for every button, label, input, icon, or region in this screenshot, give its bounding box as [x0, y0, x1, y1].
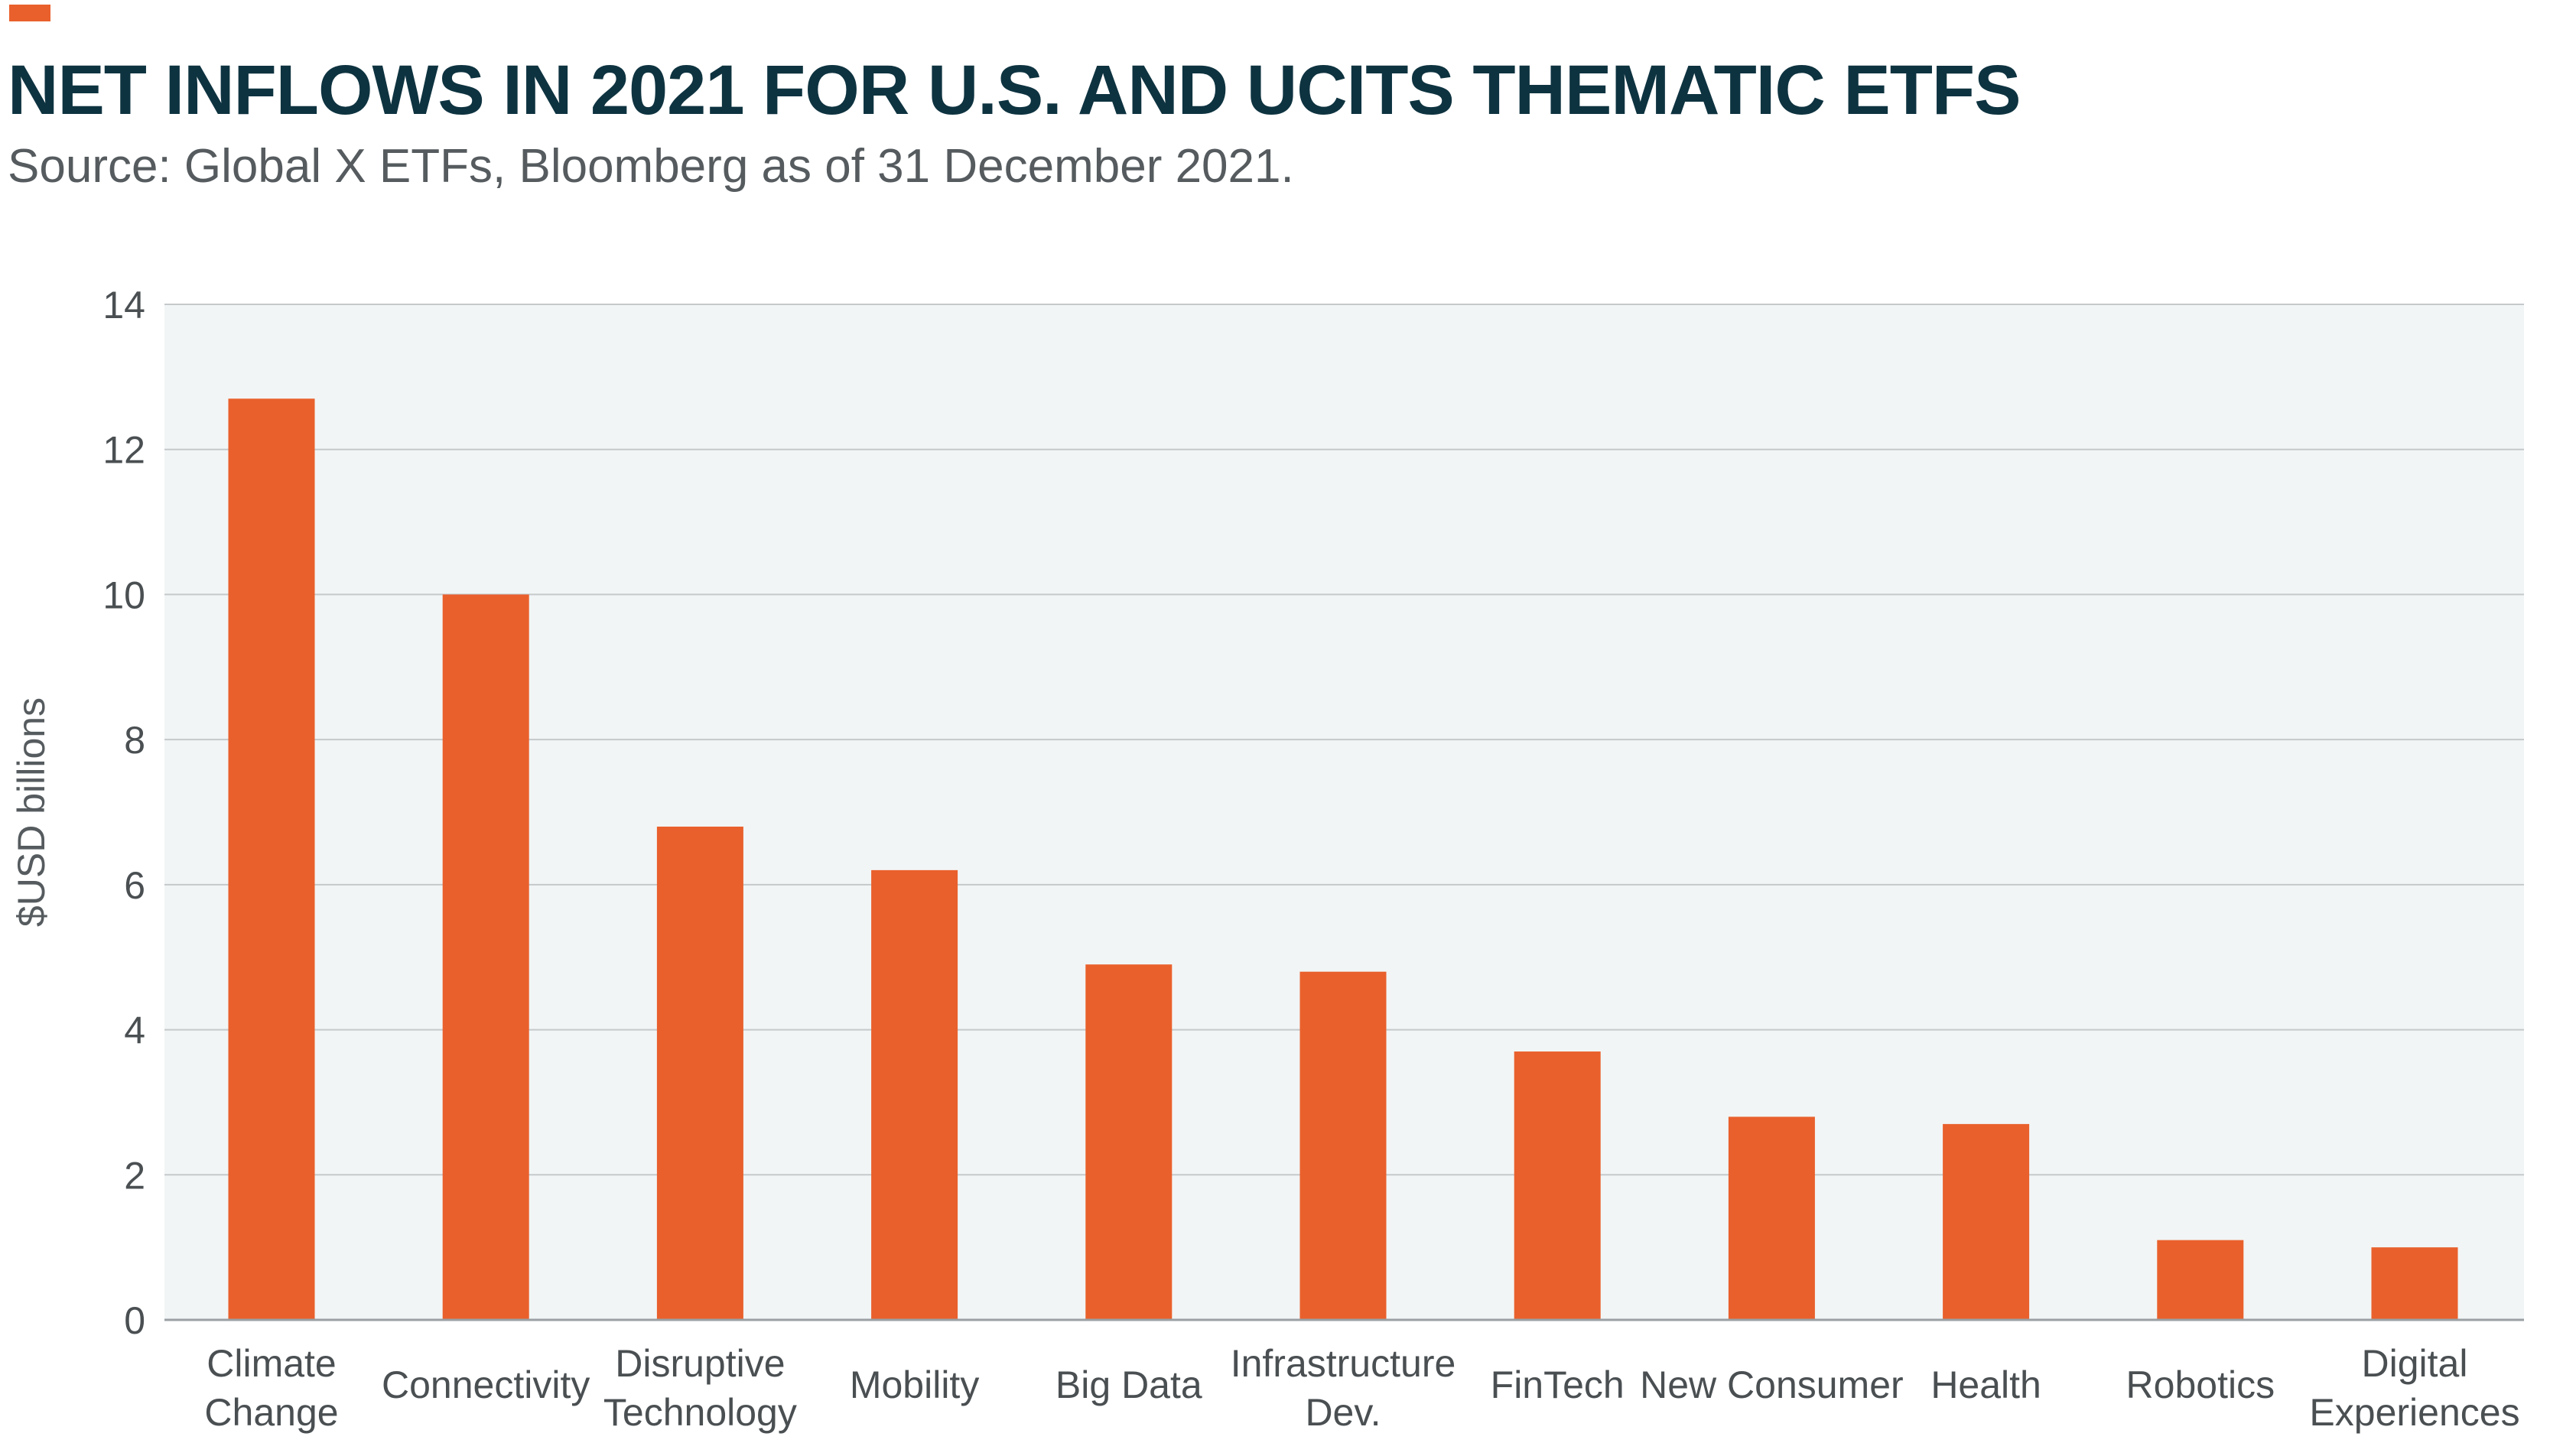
y-axis-title: $USD billions: [10, 697, 53, 927]
y-tick-label: 14: [102, 284, 145, 327]
y-tick-label: 0: [124, 1299, 145, 1342]
x-category-label-line: Change: [204, 1391, 338, 1434]
x-category-label-line: FinTech: [1491, 1363, 1625, 1406]
x-category-label: FinTech: [1491, 1363, 1625, 1406]
x-axis-labels: Climate Change Connectivity Disruptive Techn…: [204, 1342, 2519, 1434]
x-category-label-line: Connectivity: [382, 1363, 590, 1406]
bar: [2157, 1240, 2244, 1320]
bar: [1728, 1116, 1815, 1320]
x-category-label: Mobility: [850, 1363, 979, 1406]
x-category-label: Climate Change: [204, 1342, 338, 1434]
x-category-label-line: Mobility: [850, 1363, 979, 1406]
x-category-label-line: Climate: [207, 1342, 336, 1385]
x-category-label-line: Dev.: [1305, 1391, 1381, 1434]
y-tick-label: 2: [124, 1154, 145, 1197]
x-category-label: Infrastructure Dev.: [1231, 1342, 1456, 1434]
bar: [656, 826, 743, 1320]
x-category-label: Digital Experiences: [2309, 1342, 2519, 1434]
x-category-label: Robotics: [2126, 1363, 2275, 1406]
bar: [1514, 1051, 1601, 1320]
y-axis-ticks: 0 2 4 6 8 10 12 14: [102, 284, 145, 1342]
x-category-label: Health: [1930, 1363, 2041, 1406]
chart-subtitle: Source: Global X ETFs, Bloomberg as of 3…: [8, 140, 1294, 193]
bar: [2371, 1247, 2458, 1320]
bar: [871, 869, 958, 1320]
y-tick-label: 10: [102, 574, 145, 616]
y-tick-label: 6: [124, 864, 145, 907]
x-category-label: Disruptive Technology: [603, 1342, 797, 1434]
x-category-label-line: Technology: [603, 1391, 797, 1434]
x-category-label-line: Digital: [2362, 1342, 2468, 1385]
x-category-label: Connectivity: [382, 1363, 590, 1406]
x-category-label-line: New Consumer: [1640, 1363, 1904, 1406]
x-category-label-line: Infrastructure: [1231, 1342, 1456, 1385]
x-category-label: New Consumer: [1640, 1363, 1904, 1406]
y-tick-label: 4: [124, 1009, 145, 1052]
bar: [228, 398, 315, 1321]
bar: [1299, 971, 1387, 1320]
bar: [1085, 964, 1173, 1320]
x-category-label: Big Data: [1055, 1363, 1202, 1406]
x-category-label-line: Robotics: [2126, 1363, 2275, 1406]
bars: [228, 398, 2458, 1321]
x-category-label-line: Disruptive: [615, 1342, 785, 1385]
x-category-label-line: Big Data: [1055, 1363, 1202, 1406]
accent-bar: [9, 5, 50, 21]
x-category-label-line: Experiences: [2309, 1391, 2519, 1434]
x-category-label-line: Health: [1930, 1363, 2041, 1406]
chart-title: NET INFLOWS IN 2021 FOR U.S. AND UCITS T…: [8, 51, 2021, 129]
y-tick-label: 8: [124, 719, 145, 762]
y-tick-label: 12: [102, 429, 145, 472]
bar: [442, 594, 529, 1320]
bar: [1943, 1123, 2030, 1320]
